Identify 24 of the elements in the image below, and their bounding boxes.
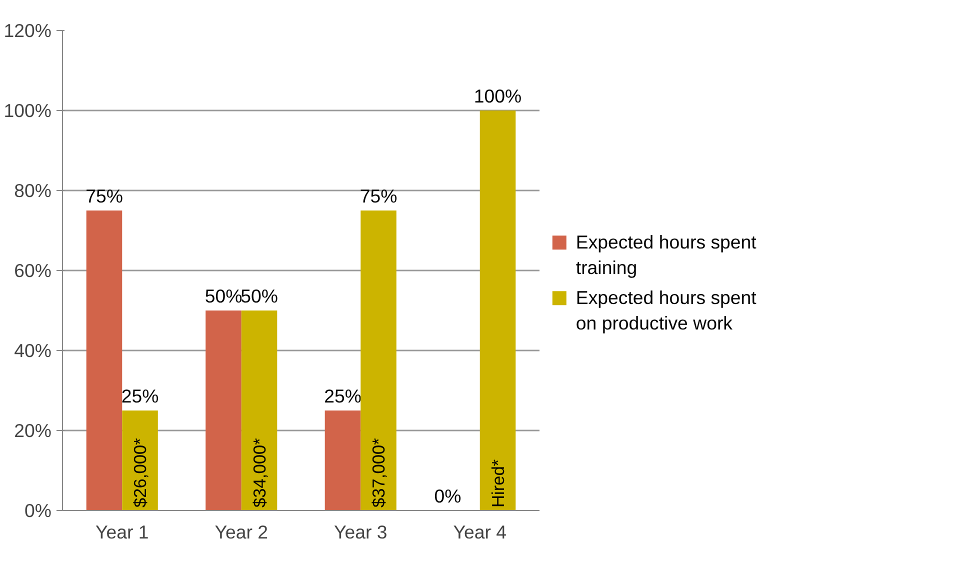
x-tick-label: Year 3	[334, 522, 388, 542]
text: 0%	[434, 486, 462, 506]
y-tick-label: 120%	[4, 20, 52, 41]
x-tick-label: Year 2	[214, 522, 268, 542]
y-tick-label: 60%	[14, 260, 52, 281]
text: 50%	[240, 286, 278, 306]
y-tick-label: 80%	[14, 180, 52, 201]
x-tick-label: Year 4	[453, 522, 507, 542]
text: 75%	[360, 186, 398, 206]
text: 50%	[204, 286, 242, 306]
y-tick-label: 20%	[14, 420, 52, 441]
legend-label: Expected hours spent training	[576, 232, 758, 278]
y-tick-label: 40%	[14, 340, 52, 361]
text: 75%	[86, 186, 123, 206]
annotation: $26,000*	[130, 438, 150, 508]
legend-label: Expected hours spent on productive work	[576, 287, 758, 334]
text: 25%	[121, 386, 159, 406]
x-tick-label: Year 1	[96, 522, 149, 542]
y-tick-label: 100%	[4, 100, 52, 121]
annotation: $37,000*	[368, 438, 389, 508]
y-tick-label: 0%	[24, 500, 52, 521]
annotation: Hired*	[488, 459, 508, 508]
annotation: $34,000*	[249, 438, 270, 508]
text: 100%	[474, 86, 522, 106]
